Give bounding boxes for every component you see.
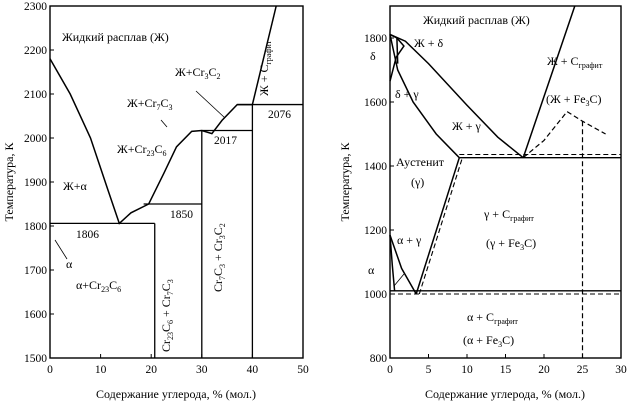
fe-c-x-tick-label: 10: [461, 364, 473, 376]
fe-region-gamma-fe3c: (γ + Fe3C): [486, 236, 536, 252]
region-liquid-cr7c3: Ж+Cr7C3: [127, 96, 173, 112]
fe-c-a3-line: [389, 234, 417, 295]
fe-c-frame: [389, 5, 622, 359]
fe-c-diagram: 0 5 10 15 20 25 30 800 1000 1200 1400 1600 1800 Соде…: [338, 5, 627, 401]
fe-c-x-tick-label: 15: [500, 364, 512, 376]
cr-c-x-tick-label: 40: [247, 364, 259, 376]
cr-c-y-tick-label: 2000: [24, 133, 47, 145]
cr-c-x-tick-label: 30: [196, 364, 208, 376]
fe-region-liquid-graphite: Ж + Cграфит: [547, 54, 603, 70]
fe-region-delta: δ: [370, 49, 376, 63]
fe-c-y-tick-label: 1800: [364, 33, 387, 45]
fe-region-gamma-graphite: γ + Cграфит: [483, 207, 534, 223]
fe-c-x-tick-label: 20: [538, 364, 550, 376]
fe-region-liquid-delta: Ж + δ: [414, 36, 444, 50]
fe-region-delta-gamma: δ + γ: [395, 87, 419, 101]
fe-alpha-leader: [393, 273, 405, 287]
invariant-1806: 1806: [76, 229, 99, 241]
cr-c-diagram: 0 10 20 30 40 50 1500 1600 1700 1800 1900 2000 2100 2…: [2, 1, 309, 401]
region-liquid: Жидкий расплав (Ж): [62, 30, 169, 44]
cr-c-y-tick-label: 1700: [24, 265, 47, 277]
cr-c-y-tick-label: 1500: [24, 353, 47, 365]
invariant-2076: 2076: [268, 109, 291, 121]
fe-c-y-tick-label: 1600: [364, 97, 387, 109]
cr-c-x-tick-label: 50: [297, 364, 309, 376]
fe-region-liquid-fe3c: (Ж + Fe3C): [546, 92, 602, 108]
fe-region-alpha-fe3c: (α + Fe3C): [463, 333, 514, 349]
fe-c-peritectic: [396, 37, 399, 64]
invariant-1850: 1850: [170, 209, 193, 221]
region-liquid-cr23c6: Ж+Cr23C6: [117, 142, 167, 158]
fe-c-x-tick-label: 30: [615, 364, 627, 376]
cr-c-y-axis-label: Температура, К: [2, 142, 16, 222]
fe-c-cementite-liquidus: [522, 110, 606, 159]
region-liquid-cr3c2: Ж+Cr3C2: [175, 65, 221, 81]
fe-c-y-tick-label: 1400: [364, 161, 387, 173]
cr7c3-leader: [160, 119, 168, 128]
fe-c-x-tick-label: 25: [577, 364, 589, 376]
fe-c-y-tick-label: 800: [370, 353, 388, 365]
region-alpha: α: [66, 257, 73, 271]
cr-c-y-tick-label: 1600: [24, 309, 47, 321]
fe-c-y-axis-label: Температура, К: [338, 142, 352, 222]
region-cr23c6-cr7c3: Cr23C6 + Cr7C3: [159, 279, 175, 352]
fe-region-austenite: Аустенит: [396, 155, 445, 169]
cr-c-x-tick-label: 0: [47, 364, 53, 376]
fe-c-acm-line: [415, 157, 461, 295]
cr3c2-leader: [195, 90, 226, 119]
fe-region-liquid-gamma: Ж + γ: [452, 119, 482, 133]
fe-region-alpha-gamma: α + γ: [397, 233, 422, 247]
fe-c-x-axis-label: Содержание углерода, % (мол.): [425, 387, 585, 401]
fe-c-x-tick-label: 5: [426, 364, 432, 376]
cr-c-y-tick-label: 2100: [24, 89, 47, 101]
cr-c-y-tick-label: 1900: [24, 177, 47, 189]
fe-region-alpha-graphite: α + Cграфит: [467, 310, 518, 326]
cr-c-graphite-liquidus: [251, 5, 277, 105]
cr-c-x-tick-label: 10: [95, 364, 107, 376]
fe-region-liquid: Жидкий расплав (Ж): [423, 13, 530, 27]
fe-c-solidus: [389, 34, 460, 159]
cr-c-y-tick-label: 2300: [24, 1, 47, 13]
fe-c-alpha-boundary: [389, 235, 396, 291]
cr-c-x-axis-label: Содержание углерода, % (мол.): [96, 387, 256, 401]
cr-c-liquidus: [49, 58, 253, 225]
region-alpha-cr23c6: α+Cr23C6: [76, 278, 121, 294]
fe-c-ticks: 0 5 10 15 20 25 30 800 1000 1200 1400 1600 1800: [364, 33, 627, 376]
fe-c-y-tick-label: 1000: [364, 289, 387, 301]
cr-c-x-tick-label: 20: [145, 364, 157, 376]
cr-c-y-tick-label: 2200: [24, 45, 47, 57]
invariant-2017: 2017: [214, 135, 237, 147]
fe-c-y-tick-label: 1200: [364, 225, 387, 237]
alpha-leader: [54, 239, 68, 260]
region-liquid-alpha: Ж+α: [63, 179, 88, 193]
cr-c-y-tick-label: 1800: [24, 221, 47, 233]
fe-region-alpha: α: [368, 263, 375, 277]
fe-c-delta-loop: [389, 33, 405, 82]
fe-region-gamma: (γ): [411, 175, 424, 189]
cr-c-phase-lines: [49, 5, 303, 358]
region-cr7c3-cr3c2: Cr7C3 + Cr3C2: [211, 223, 227, 292]
fe-c-graphite-liquidus: [522, 5, 576, 158]
region-liquid-graphite: Ж + Cграфит: [257, 40, 273, 96]
cr-c-ticks: 0 10 20 30 40 50 1500 1600 1700 1800 1900 2000 2100 2…: [24, 1, 309, 376]
fe-c-acm-dashed: [418, 157, 463, 295]
fe-c-liquidus: [389, 33, 524, 159]
fe-c-phase-lines: [389, 5, 621, 358]
fe-c-x-tick-label: 0: [387, 364, 393, 376]
